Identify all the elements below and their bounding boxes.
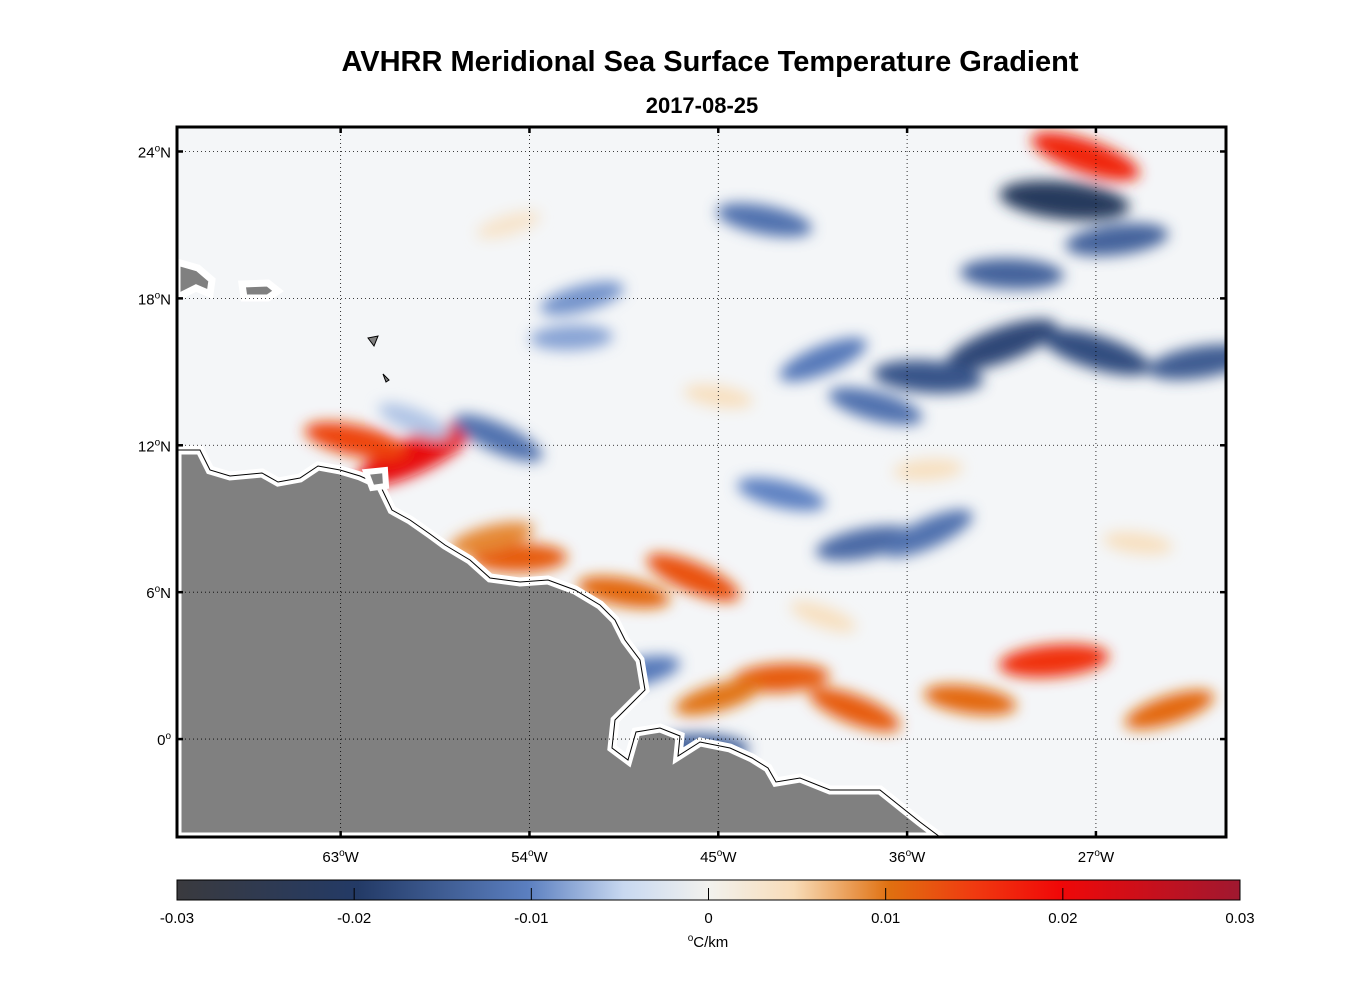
gradient-feature xyxy=(923,684,1017,716)
gradient-feature xyxy=(873,360,984,394)
gradient-feature xyxy=(737,477,826,511)
gradient-feature xyxy=(790,601,857,633)
gradient-feature xyxy=(960,258,1064,290)
gradient-feature xyxy=(1065,223,1169,257)
colorbar-ticks: -0.03 -0.02 -0.01 0 0.01 0.02 0.03 xyxy=(160,888,1255,927)
trinidad-island xyxy=(361,466,390,492)
colorbar-tick-label: 0.03 xyxy=(1225,910,1254,927)
gradient-feature xyxy=(378,402,450,439)
lon-label: 45oW xyxy=(700,848,737,866)
gradient-feature xyxy=(716,203,813,237)
lat-label: 6oN xyxy=(146,584,171,602)
lon-label: 36oW xyxy=(889,848,926,866)
gradient-feature xyxy=(1103,531,1173,555)
gradient-feature xyxy=(999,180,1130,221)
colorbar-tick-label: 0.02 xyxy=(1048,910,1077,927)
land-main-outline xyxy=(177,449,941,837)
colorbar-unit: oC/km xyxy=(688,933,729,951)
gradient-features xyxy=(304,132,1226,765)
martinique-island xyxy=(382,373,390,383)
colorbar-tick-label: -0.02 xyxy=(337,910,371,927)
gradient-feature xyxy=(453,414,543,462)
gradient-feature xyxy=(998,643,1109,678)
colorbar-tick-label: 0 xyxy=(704,910,712,927)
gradient-feature xyxy=(893,458,963,481)
gradient-feature xyxy=(809,687,901,732)
gradient-feature xyxy=(304,421,407,459)
gradient-feature xyxy=(683,384,753,409)
gradient-feature xyxy=(1147,344,1226,380)
lon-label: 63oW xyxy=(322,848,359,866)
gradient-feature xyxy=(577,576,670,609)
lat-label: 18oN xyxy=(138,290,171,308)
gradient-feature xyxy=(946,319,1057,371)
land-layer xyxy=(177,258,948,837)
gradient-feature xyxy=(449,521,534,555)
lat-label: 0o xyxy=(157,731,171,749)
lon-label: 54oW xyxy=(511,848,548,866)
gradient-feature xyxy=(1031,132,1140,181)
graticule xyxy=(177,127,1226,837)
gradient-feature xyxy=(646,553,740,602)
gradient-feature xyxy=(674,679,762,716)
map-date: 2017-08-25 xyxy=(645,93,759,118)
gradient-feature xyxy=(529,324,614,351)
latitude-labels: 24oN 18oN 12oN 6oN 0o xyxy=(138,143,172,749)
map-title: AVHRR Meridional Sea Surface Temperature… xyxy=(341,46,1079,78)
colorbar-tick-label: -0.03 xyxy=(160,910,194,927)
map-frame xyxy=(175,125,1228,839)
gradient-feature xyxy=(476,211,541,239)
gradient-feature xyxy=(828,387,923,425)
lat-label: 24oN xyxy=(138,143,171,161)
longitude-labels: 63oW 54oW 45oW 36oW 27oW xyxy=(322,848,1115,866)
gradient-feature xyxy=(1124,690,1214,730)
gradient-feature xyxy=(779,337,867,382)
guadeloupe-island xyxy=(367,335,379,348)
colorbar: -0.03 -0.02 -0.01 0 0.01 0.02 0.03 oC/km xyxy=(160,879,1255,951)
gradient-feature xyxy=(883,509,973,558)
puerto-rico-island xyxy=(237,279,284,302)
colorbar-tick-label: 0.01 xyxy=(871,910,900,927)
colorbar-tick-label: -0.01 xyxy=(514,910,548,927)
lat-label: 12oN xyxy=(138,437,171,455)
gradient-feature xyxy=(1041,329,1151,376)
lon-label: 27oW xyxy=(1078,848,1115,866)
